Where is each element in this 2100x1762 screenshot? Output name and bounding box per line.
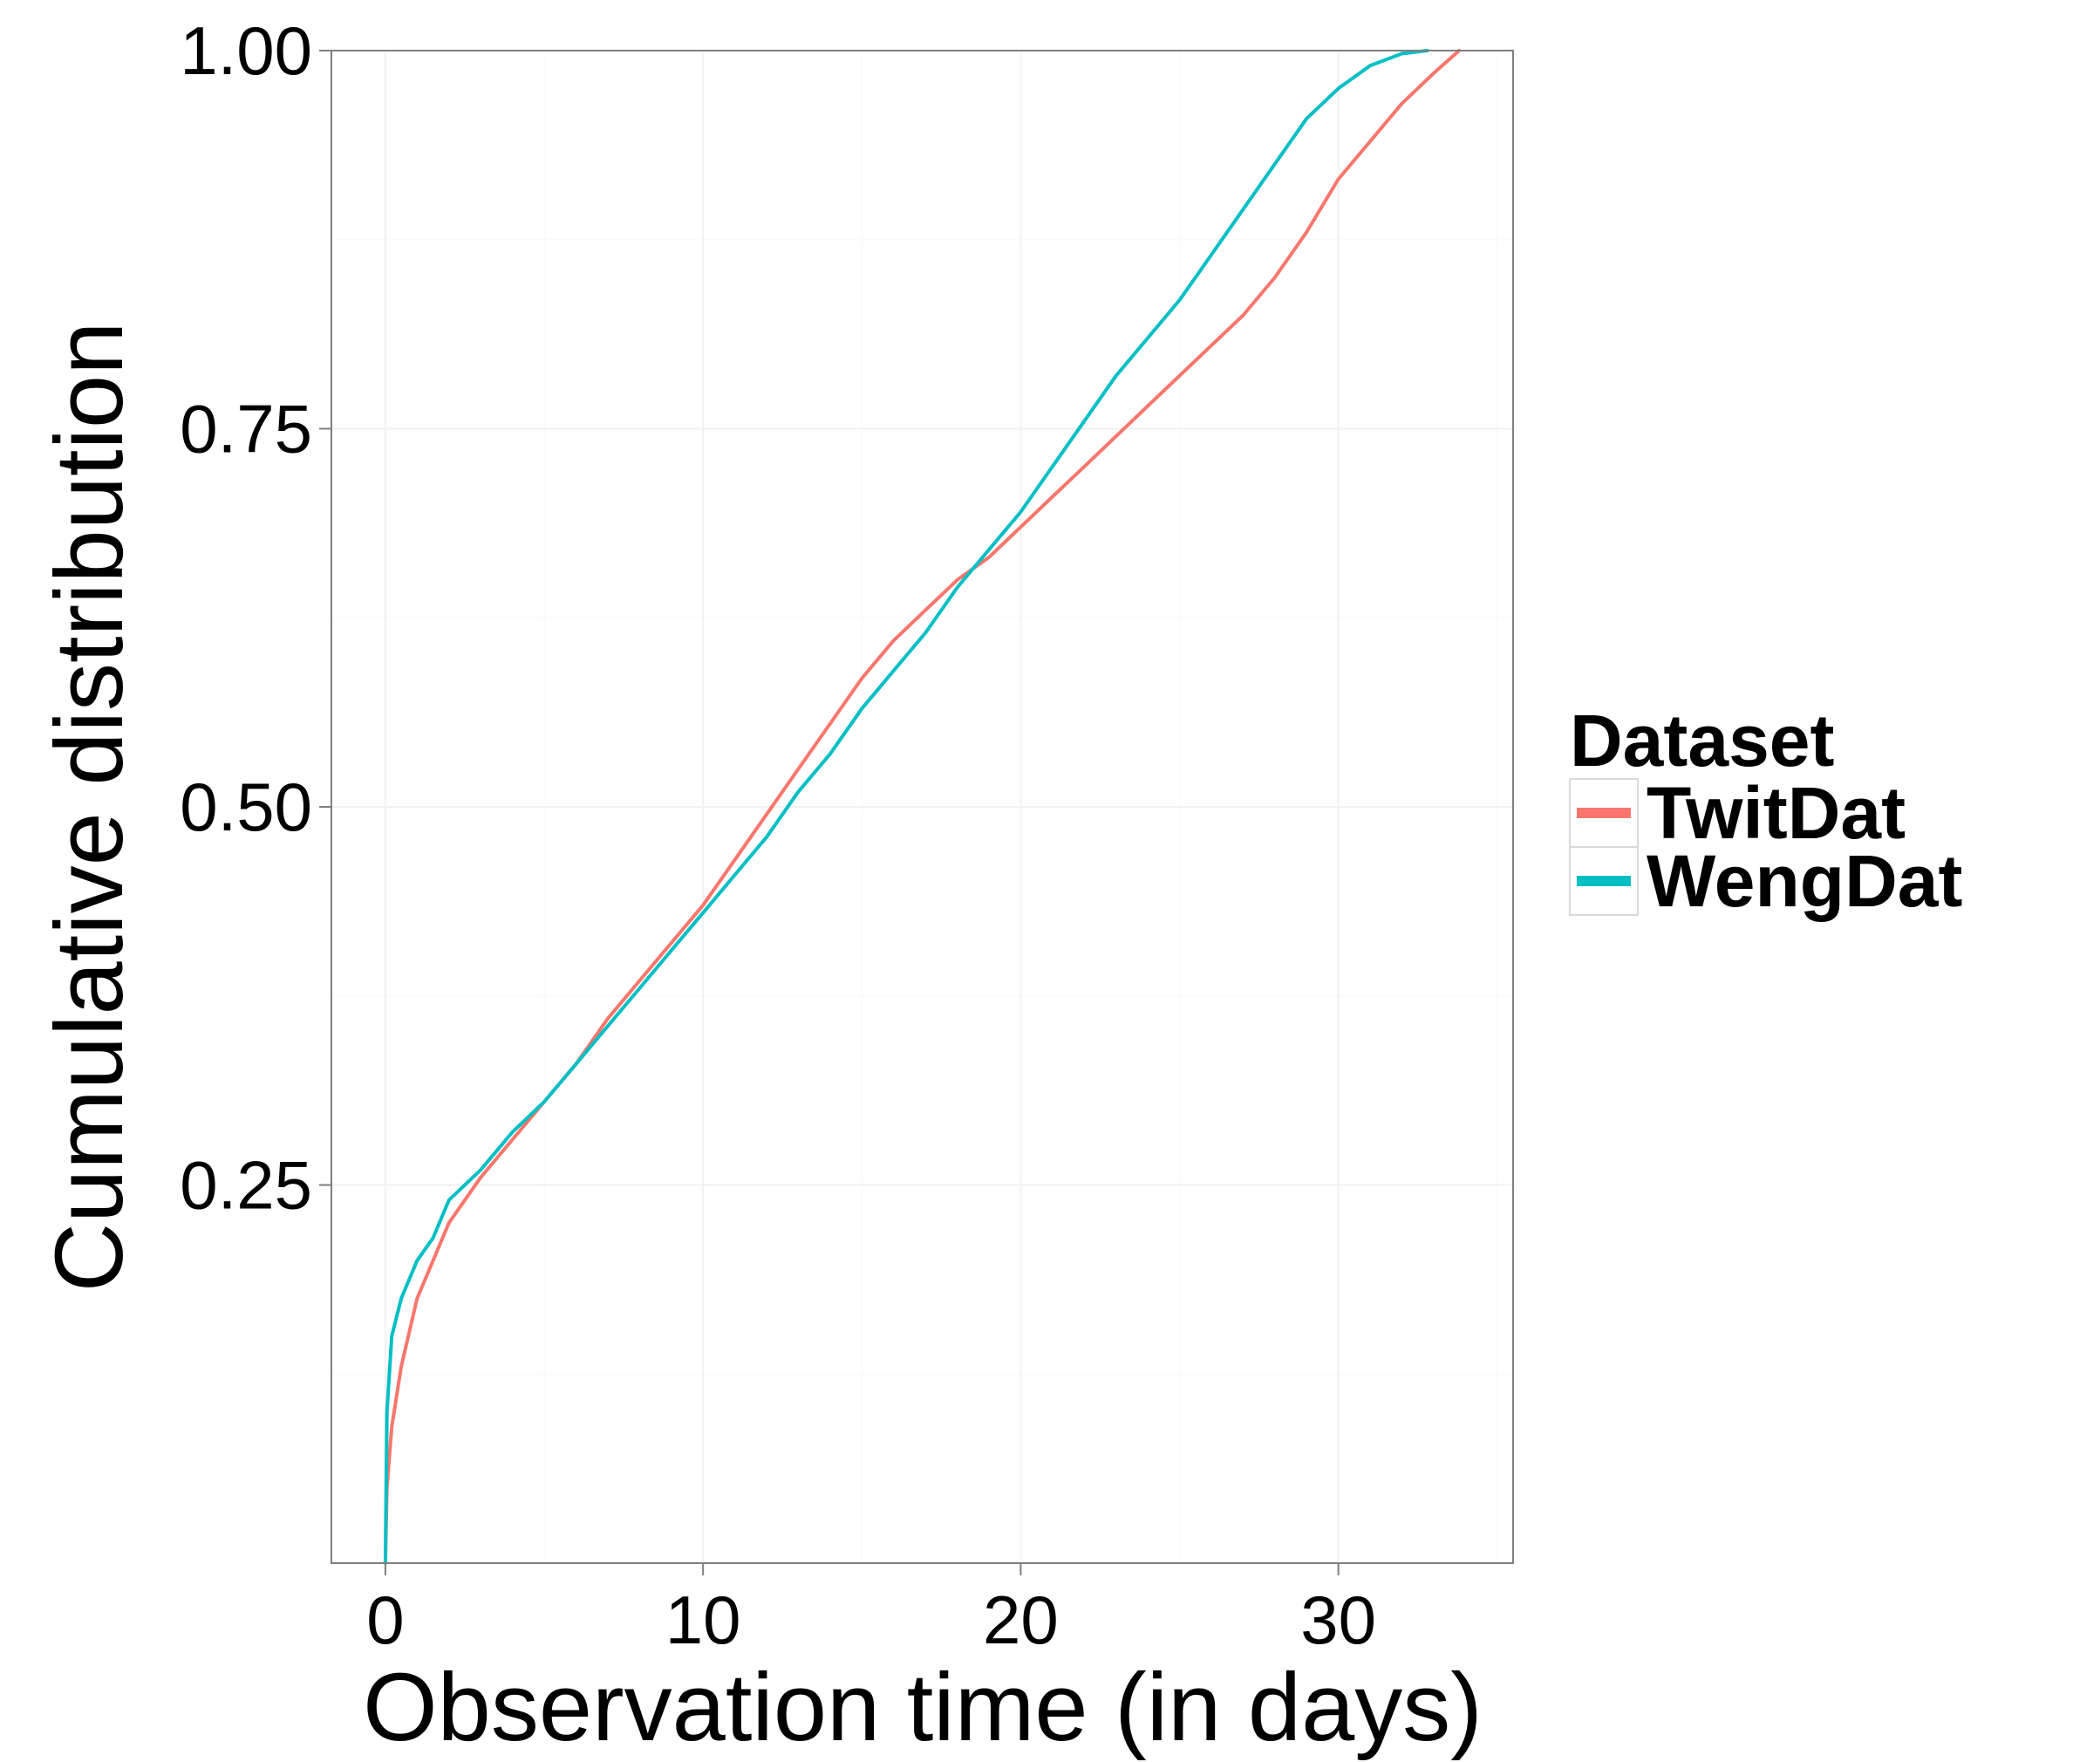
x-tick-label: 20: [983, 1581, 1059, 1658]
y-axis: 0.25 0.50 0.75 1.00: [180, 12, 331, 1224]
y-tick-label: 1.00: [180, 12, 312, 89]
y-tick-label: 0.50: [180, 768, 312, 845]
legend-label-twitdat: TwitDat: [1647, 772, 1906, 854]
x-tick-label: 30: [1300, 1581, 1376, 1658]
x-tick-label: 10: [665, 1581, 741, 1658]
x-axis: 0 10 20 30: [366, 1563, 1376, 1658]
legend-title: Dataset: [1570, 700, 1834, 782]
y-tick-label: 0.25: [180, 1147, 312, 1224]
series-line-wengdat: [383, 49, 1429, 1565]
legend-label-wengdat: WengDat: [1647, 840, 1962, 922]
series-line-twitdat: [383, 49, 1462, 1565]
y-tick-label: 0.75: [180, 391, 312, 468]
series-layer: [383, 49, 1462, 1565]
x-axis-title: Observation time (in days): [363, 1654, 1483, 1761]
x-tick-label: 0: [366, 1581, 404, 1658]
y-axis-title: Cumulative distribution: [36, 322, 143, 1293]
